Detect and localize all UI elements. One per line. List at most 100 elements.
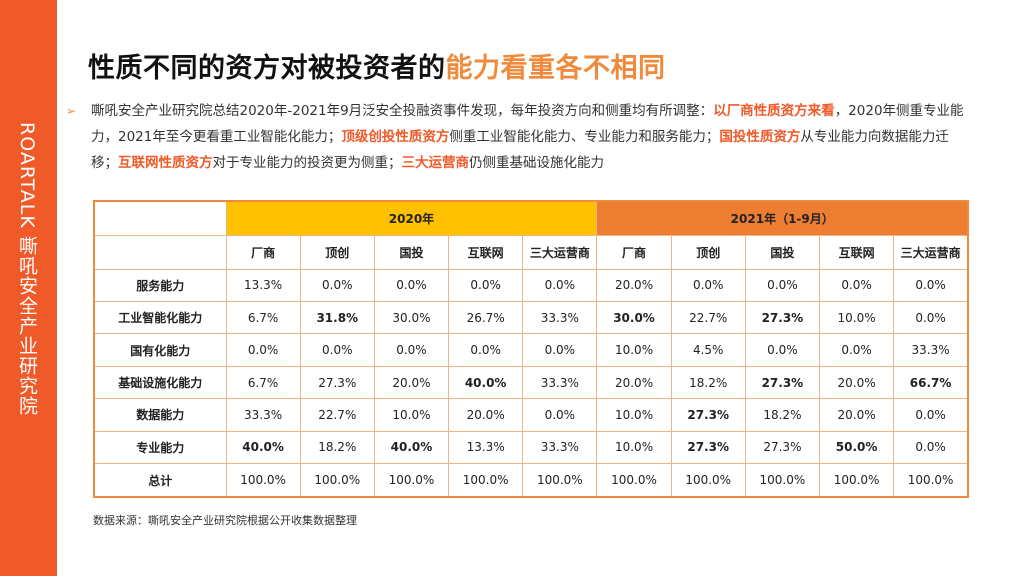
table-cell: 50.0% [818, 430, 895, 465]
table-row: 国有化能力 0.0% 0.0% 0.0% 0.0% 0.0% 10.0% 4.5% 0.0% 0.… [93, 333, 969, 367]
table-row: 专业能力 40.0% 18.2% 40.0% 13.3% 33.3% 10.0% 27.3% 2… [93, 430, 969, 465]
table-cell: 33.3% [893, 333, 969, 367]
summary-highlight: 以厂商性质资方来看 [713, 103, 835, 119]
table-cell: 22.7% [670, 300, 746, 335]
sidebar-band: ROARTALK 嘶吼安全产业研究院 [0, 0, 57, 576]
summary-segment: 侧重工业智能化能力、专业能力和服务能力； [449, 129, 720, 145]
table-cell: 100.0% [299, 463, 375, 498]
table-cell: 0.0% [373, 333, 450, 367]
table-cell: 20.0% [818, 365, 895, 400]
summary-highlight: 顶级创投性质资方 [341, 129, 450, 145]
table-cell: 4.5% [670, 333, 746, 367]
table-cell: 0.0% [225, 333, 301, 367]
table-cell: 0.0% [373, 268, 450, 302]
table-cell: 30.0% [596, 300, 672, 335]
table-cell: 10.0% [596, 333, 672, 367]
table-cell: 100.0% [893, 463, 969, 498]
column-header: 三大运营商 [522, 234, 598, 270]
table-cell: 100.0% [670, 463, 746, 498]
summary-segment: 嘶吼安全产业研究院总结2020年-2021年9月泛安全投融资事件发现，每年投资方… [91, 103, 714, 119]
table-row: 工业智能化能力 6.7% 31.8% 30.0% 26.7% 33.3% 30.0% 22.7… [93, 300, 969, 335]
column-header: 国投 [373, 234, 450, 270]
table-cell: 33.3% [225, 398, 301, 432]
table-cell: 13.3% [448, 430, 524, 465]
summary-text: 嘶吼安全产业研究院总结2020年-2021年9月泛安全投融资事件发现，每年投资方… [91, 98, 966, 176]
row-label: 服务能力 [93, 268, 227, 302]
table-cell: 10.0% [373, 398, 450, 432]
table-cell: 13.3% [225, 268, 301, 302]
table-cell: 26.7% [448, 300, 524, 335]
table-row: 服务能力 13.3% 0.0% 0.0% 0.0% 0.0% 20.0% 0.0% 0.0% 0.… [93, 268, 969, 302]
table-cell: 20.0% [448, 398, 524, 432]
page-title: 性质不同的资方对被投资者的能力看重各不相同 [88, 46, 666, 85]
table-cell: 31.8% [299, 300, 375, 335]
row-label: 专业能力 [93, 430, 227, 465]
table-cell: 100.0% [225, 463, 301, 498]
table-cell: 33.3% [522, 430, 598, 465]
table-cell: 0.0% [448, 268, 524, 302]
table-cell: 18.2% [299, 430, 375, 465]
table-cell: 40.0% [373, 430, 450, 465]
table-cell: 10.0% [596, 430, 672, 465]
investment-capability-table: 2020年 2021年（1-9月） 厂商 顶创 国投 互联网 三大运营商 厂商 顶创 国投 互联… [93, 200, 969, 498]
table-cell: 100.0% [744, 463, 821, 498]
table-row: 数据能力 33.3% 22.7% 10.0% 20.0% 0.0% 10.0% 27.3% 18… [93, 398, 969, 432]
summary-paragraph: ➢ 嘶吼安全产业研究院总结2020年-2021年9月泛安全投融资事件发现，每年投… [66, 98, 966, 176]
column-header: 厂商 [596, 234, 672, 270]
table-cell: 0.0% [744, 333, 821, 367]
table-cell: 0.0% [893, 300, 969, 335]
table-cell: 0.0% [299, 268, 375, 302]
data-source-note: 数据来源：嘶吼安全产业研究院根据公开收集数据整理 [93, 514, 357, 527]
table-row: 总计 100.0% 100.0% 100.0% 100.0% 100.0% 100.0% 10… [93, 463, 969, 498]
column-header: 互联网 [448, 234, 524, 270]
table-cell: 6.7% [225, 300, 301, 335]
column-header: 互联网 [818, 234, 895, 270]
year-2020-header: 2020年 [225, 200, 598, 236]
table-cell: 20.0% [818, 398, 895, 432]
subhead-corner [93, 234, 227, 270]
table-cell: 0.0% [522, 333, 598, 367]
table-cell: 66.7% [893, 365, 969, 400]
summary-segment: 从专业能力向数据能力迁移； [91, 129, 949, 171]
table-cell: 0.0% [893, 398, 969, 432]
row-label: 数据能力 [93, 398, 227, 432]
table-cell: 18.2% [744, 398, 821, 432]
table-cell: 0.0% [299, 333, 375, 367]
table-cell: 100.0% [522, 463, 598, 498]
table-cell: 27.3% [744, 365, 821, 400]
row-label: 总计 [93, 463, 227, 498]
table-cell: 0.0% [522, 398, 598, 432]
table-cell: 27.3% [670, 430, 746, 465]
table-cell: 0.0% [448, 333, 524, 367]
column-header: 顶创 [670, 234, 746, 270]
table-row: 基础设施化能力 6.7% 27.3% 20.0% 40.0% 33.3% 20.0% 18.2… [93, 365, 969, 400]
table-cell: 0.0% [893, 268, 969, 302]
arrow-bullet-icon: ➢ [66, 104, 77, 118]
table-cell: 0.0% [670, 268, 746, 302]
table-cell: 27.3% [670, 398, 746, 432]
table-cell: 0.0% [818, 333, 895, 367]
column-header: 顶创 [299, 234, 375, 270]
table-cell: 20.0% [596, 268, 672, 302]
summary-highlight: 三大运营商 [401, 155, 470, 171]
table-cell: 40.0% [448, 365, 524, 400]
table-cell: 33.3% [522, 365, 598, 400]
table-cell: 30.0% [373, 300, 450, 335]
brand-vertical-text: ROARTALK 嘶吼安全产业研究院 [16, 122, 38, 416]
table-cell: 22.7% [299, 398, 375, 432]
column-header: 三大运营商 [893, 234, 969, 270]
corner-cell [93, 200, 227, 236]
title-part-black: 性质不同的资方对被投资者的 [88, 53, 446, 84]
table-cell: 0.0% [893, 430, 969, 465]
table-cell: 0.0% [744, 268, 821, 302]
row-label: 国有化能力 [93, 333, 227, 367]
table-cell: 20.0% [373, 365, 450, 400]
table-cell: 10.0% [818, 300, 895, 335]
row-label: 基础设施化能力 [93, 365, 227, 400]
table-cell: 10.0% [596, 398, 672, 432]
summary-highlight: 互联网性质资方 [118, 155, 213, 171]
table-cell: 0.0% [818, 268, 895, 302]
summary-highlight: 国投性质资方 [719, 129, 801, 145]
title-part-highlight: 能力看重各不相同 [445, 53, 666, 84]
summary-segment: ，2020年侧重专业能力，2021年至今更看重工业智能化能力； [91, 103, 964, 145]
